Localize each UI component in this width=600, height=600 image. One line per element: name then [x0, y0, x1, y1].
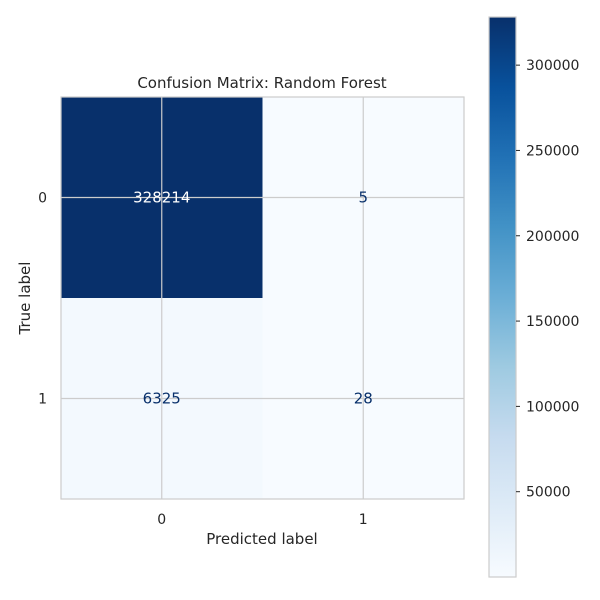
y-axis-label: True label: [16, 262, 34, 336]
cell-value-0-0: 328214: [133, 189, 190, 207]
chart-title: Confusion Matrix: Random Forest: [137, 74, 386, 92]
cell-value-0-1: 5: [358, 189, 368, 207]
x-axis-label: Predicted label: [206, 530, 317, 548]
heatmap-cells: [61, 97, 464, 499]
x-tick-label-0: 0: [157, 512, 166, 528]
colorbar-tick-label-50000: 50000: [526, 485, 571, 501]
cell-value-1-0: 6325: [143, 390, 181, 408]
colorbar-ticks: 50000 100000 150000 200000 250000 300000: [516, 58, 579, 501]
y-axis-ticks: 01: [38, 191, 47, 408]
cell-value-1-1: 28: [354, 390, 373, 408]
plot-frame: [60, 96, 465, 500]
x-tick-label-1: 1: [359, 512, 368, 528]
colorbar-tick-label-200000: 200000: [526, 229, 579, 245]
y-tick-label-0: 0: [38, 191, 47, 207]
colorbar: [488, 16, 517, 578]
cell-value-labels: 328214 5 6325 28: [133, 189, 373, 408]
colorbar-tick-label-250000: 250000: [526, 143, 579, 159]
colorbar-tick-label-300000: 300000: [526, 58, 579, 74]
colorbar-tick-label-100000: 100000: [526, 399, 579, 415]
y-tick-label-1: 1: [38, 392, 47, 408]
grid-lines: [61, 97, 464, 499]
colorbar-tick-label-150000: 150000: [526, 314, 579, 330]
